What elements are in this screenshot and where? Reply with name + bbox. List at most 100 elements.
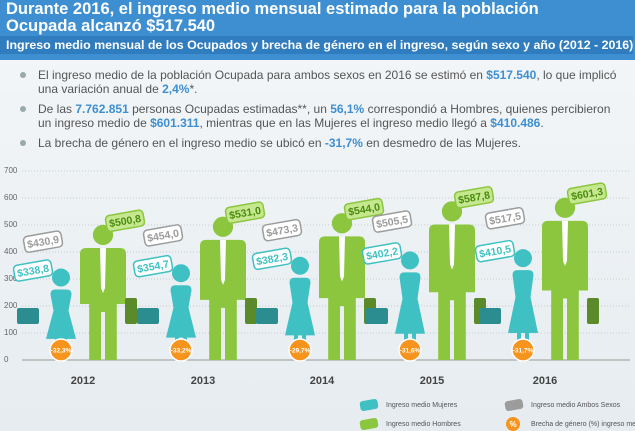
value-tag: $587,8: [453, 186, 495, 209]
briefcase: [479, 308, 501, 324]
highlight: 7.762.851: [75, 102, 129, 116]
briefcase: [125, 298, 137, 324]
tie: [562, 220, 568, 266]
tag-mark: [22, 230, 64, 253]
bullet-text: *.: [189, 82, 198, 96]
title: Durante 2016, el ingreso medio mensual e…: [6, 0, 539, 35]
gap-label: -32,3%: [51, 348, 72, 355]
value-tag: $544,0: [343, 197, 385, 221]
value-tag: $454,0: [142, 224, 184, 247]
highlight: 2,4%: [162, 82, 190, 96]
man-figure: [429, 201, 475, 360]
man-figure: [542, 197, 588, 360]
value-tag: $410,5: [474, 239, 516, 263]
bullet-text: personas Ocupadas estimadas**, un: [128, 102, 331, 116]
bullet-text: La brecha de género en el ingreso medio …: [38, 136, 325, 150]
tag-mark: [484, 206, 526, 230]
legend-label: Brecha de género (%) ingreso medio: [531, 421, 635, 428]
y-tick-label: 200: [4, 301, 18, 310]
man-figure: [200, 216, 246, 360]
y-tick-label: 100: [4, 328, 18, 337]
bullet-text: De las: [38, 102, 76, 116]
tag-bg: [132, 254, 174, 278]
tie: [220, 239, 226, 285]
value-tag: $473,3: [261, 218, 303, 242]
header: Durante 2016, el ingreso medio mensual e…: [0, 0, 635, 60]
gap-circle: [398, 338, 422, 362]
tie: [100, 248, 106, 294]
value-tag: $601,3: [566, 182, 608, 205]
briefcase: [137, 308, 159, 324]
y-tick-label: 700: [4, 166, 18, 175]
value-label: $473,3: [265, 222, 299, 239]
value-label: $531,0: [228, 205, 262, 222]
highlight: $517.540: [486, 68, 537, 82]
y-tick-label: 400: [4, 247, 18, 256]
bullet-text: .: [540, 116, 544, 130]
value-tag: $402,2: [361, 242, 403, 265]
x-tick-label: 2012: [71, 375, 95, 387]
tag-bg: [474, 239, 516, 263]
gap-circle: [169, 338, 193, 362]
value-label: $354,7: [136, 258, 170, 275]
bullet: La brecha de género en el ingreso medio …: [20, 136, 620, 150]
tag-bg: [12, 259, 54, 282]
gap-circle: [511, 338, 535, 362]
woman-figure: [285, 256, 315, 360]
y-tick-label: 300: [4, 274, 18, 283]
highlight: -31,7%: [324, 136, 363, 150]
woman-figure: [395, 251, 425, 360]
value-tag: $338,8: [12, 259, 54, 282]
value-label: $402,2: [365, 245, 399, 262]
briefcase: [245, 298, 257, 324]
legend-label: Ingreso medio Ambos Sexos: [531, 402, 621, 409]
woman-figure: [46, 268, 76, 360]
bullet: El ingreso medio de la población Ocupada…: [20, 68, 620, 96]
value-tag: $505,5: [371, 210, 413, 233]
value-label: $430,9: [26, 234, 60, 251]
value-label: $601,3: [570, 186, 604, 203]
gap-circle: [49, 338, 73, 362]
bullets: El ingreso medio de la población Ocupada…: [20, 68, 620, 156]
x-tick-label: 2016: [533, 375, 557, 387]
chart: 0 100 200 300 400 500 600 700 $338,8 $500,8 $430,9…: [4, 166, 635, 431]
value-label: $505,5: [375, 214, 409, 231]
value-label: $517,5: [488, 210, 522, 227]
x-tick-label: 2015: [420, 375, 444, 387]
woman-figure: [508, 249, 538, 360]
highlight: 56,1%: [330, 102, 365, 116]
gap-label: -33,2%: [171, 348, 192, 355]
value-tag: $354,7: [132, 254, 174, 278]
man-figure: [319, 213, 365, 360]
tag-bg: [224, 201, 266, 224]
y-tick-label: 0: [4, 355, 9, 364]
value-label: $587,8: [457, 189, 491, 206]
value-label: $544,0: [347, 201, 381, 218]
subtitle: Ingreso medio mensual de los Ocupados y …: [0, 36, 633, 54]
value-label: $454,0: [146, 227, 180, 244]
legend-label: Ingreso medio Hombres: [386, 421, 461, 428]
tag-mark: [371, 210, 413, 233]
briefcase: [366, 308, 388, 324]
legend-icon: [359, 417, 379, 431]
tag-bg: [251, 247, 293, 271]
y-tick-label: 600: [4, 193, 18, 202]
gap-label: -31,7%: [513, 348, 534, 355]
tag-mark: [261, 218, 303, 242]
tag-bg: [343, 197, 385, 221]
tag-bg: [566, 182, 608, 205]
value-tag: $430,9: [22, 230, 64, 253]
highlight: $410.486: [490, 116, 541, 130]
briefcase: [587, 298, 599, 324]
value-tag: $517,5: [484, 206, 526, 230]
briefcase: [256, 308, 278, 324]
x-tick-label: 2013: [191, 375, 215, 387]
highlight: $601.311: [150, 116, 200, 130]
value-tag: $531,0: [224, 201, 266, 224]
value-tag: $500,8: [104, 209, 146, 233]
value-label: $500,8: [108, 213, 142, 230]
value-label: $338,8: [16, 263, 50, 280]
tie: [449, 224, 455, 270]
tag-bg: [361, 242, 403, 265]
